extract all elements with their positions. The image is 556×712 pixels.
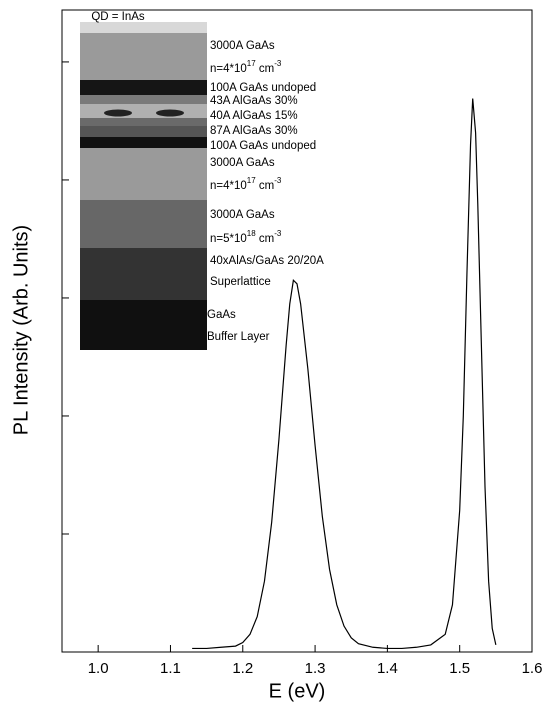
- x-tick-label: 1.3: [305, 660, 326, 677]
- x-tick-label: 1.5: [449, 660, 470, 677]
- inset-label: n=4*1017 cm-3: [210, 59, 282, 75]
- x-tick-label: 1.2: [232, 660, 253, 677]
- label-part: n=4*10: [210, 180, 247, 192]
- inset-label: 87A AlGaAs 30%: [210, 125, 298, 137]
- x-tick-label: 1.4: [377, 660, 398, 677]
- inset-header: [80, 22, 207, 34]
- superscript: -3: [274, 176, 282, 185]
- label-part: 3000A GaAs: [210, 40, 275, 52]
- inset-label: 100A GaAs undoped: [210, 82, 316, 94]
- label-part: 100A GaAs undoped: [210, 140, 316, 152]
- layer: [80, 126, 207, 137]
- label-part: 40A AlGaAs 15%: [210, 110, 298, 122]
- quantum-dot: [156, 109, 184, 117]
- layer: [80, 118, 207, 126]
- layer: [80, 80, 207, 95]
- y-axis-label: PL Intensity (Arb. Units): [10, 225, 32, 435]
- layer: [80, 248, 207, 300]
- quantum-dot: [104, 109, 132, 117]
- label-part: n=4*10: [210, 63, 247, 75]
- plot-frame: [61, 9, 533, 653]
- label-part: 43A AlGaAs 30%: [210, 95, 298, 107]
- label-part: cm: [256, 63, 275, 75]
- layer: [80, 148, 207, 200]
- label-part: Buffer Layer: [207, 331, 270, 343]
- layer: [80, 33, 207, 80]
- superscript: 17: [247, 176, 256, 185]
- spectrum-line: [192, 98, 497, 650]
- label-part: 3000A GaAs: [210, 209, 275, 221]
- layer: [80, 200, 207, 248]
- inset-label: 40A AlGaAs 15%: [210, 110, 298, 122]
- inset-label: Superlattice: [210, 276, 271, 288]
- layer: [80, 104, 207, 118]
- superscript: 17: [247, 59, 256, 68]
- x-tick-label: 1.1: [160, 660, 181, 677]
- x-tick-label: 1.0: [88, 660, 109, 677]
- label-part: cm: [256, 233, 275, 245]
- label-part: Superlattice: [210, 276, 271, 288]
- inset-diagram: [80, 22, 207, 350]
- inset-label: n=4*1017 cm-3: [210, 176, 282, 192]
- superscript: 18: [247, 229, 256, 238]
- label-part: 87A AlGaAs 30%: [210, 125, 298, 137]
- inset-label: 43A AlGaAs 30%: [210, 95, 298, 107]
- label-part: 3000A GaAs: [210, 157, 275, 169]
- inset-label: 3000A GaAs: [210, 40, 275, 52]
- layer: [80, 300, 207, 350]
- label-part: GaAs: [207, 309, 236, 321]
- inset-label: n=5*1018 cm-3: [210, 229, 282, 245]
- inset-label: 3000A GaAs: [210, 209, 275, 221]
- inset-label: 100A GaAs undoped: [210, 140, 316, 152]
- x-tick-label: 1.6: [522, 660, 543, 677]
- superscript: -3: [274, 229, 282, 238]
- inset-label: 3000A GaAs: [210, 157, 275, 169]
- superscript: -3: [274, 59, 282, 68]
- label-part: cm: [256, 180, 275, 192]
- layer: [80, 95, 207, 104]
- label-part: n=5*10: [210, 233, 247, 245]
- label-part: 100A GaAs undoped: [210, 82, 316, 94]
- label-part: 40xAlAs/GaAs 20/20A: [210, 255, 324, 267]
- x-axis-label: E (eV): [269, 680, 326, 702]
- inset-label: Buffer Layer: [207, 331, 270, 343]
- layer: [80, 137, 207, 148]
- inset-title: QD = InAs: [91, 11, 145, 23]
- inset-label: GaAs: [207, 309, 236, 321]
- inset-label: 40xAlAs/GaAs 20/20A: [210, 255, 324, 267]
